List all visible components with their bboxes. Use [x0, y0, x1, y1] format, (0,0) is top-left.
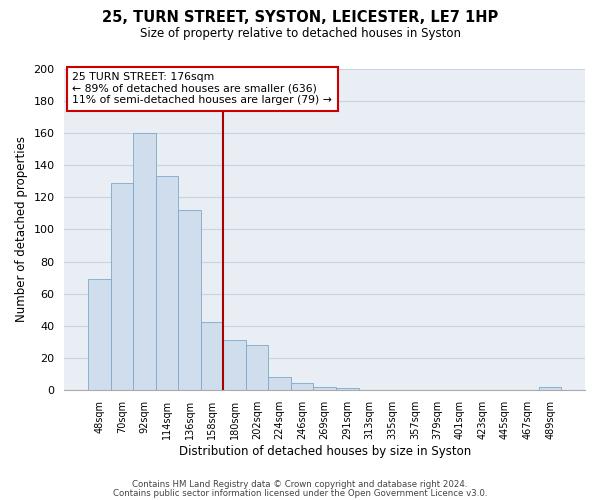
Text: Contains HM Land Registry data © Crown copyright and database right 2024.: Contains HM Land Registry data © Crown c…	[132, 480, 468, 489]
Text: Contains public sector information licensed under the Open Government Licence v3: Contains public sector information licen…	[113, 488, 487, 498]
Bar	[223, 340, 246, 390]
Bar	[291, 384, 313, 390]
Bar	[178, 210, 201, 390]
Bar	[110, 183, 133, 390]
Bar	[336, 388, 359, 390]
Bar	[133, 133, 155, 390]
Bar	[201, 322, 223, 390]
Y-axis label: Number of detached properties: Number of detached properties	[15, 136, 28, 322]
Bar	[539, 386, 562, 390]
Bar	[155, 176, 178, 390]
X-axis label: Distribution of detached houses by size in Syston: Distribution of detached houses by size …	[179, 444, 471, 458]
Text: Size of property relative to detached houses in Syston: Size of property relative to detached ho…	[139, 28, 461, 40]
Bar	[88, 279, 110, 390]
Bar	[313, 386, 336, 390]
Bar	[268, 377, 291, 390]
Text: 25 TURN STREET: 176sqm
← 89% of detached houses are smaller (636)
11% of semi-de: 25 TURN STREET: 176sqm ← 89% of detached…	[72, 72, 332, 106]
Text: 25, TURN STREET, SYSTON, LEICESTER, LE7 1HP: 25, TURN STREET, SYSTON, LEICESTER, LE7 …	[102, 10, 498, 25]
Bar	[246, 345, 268, 390]
